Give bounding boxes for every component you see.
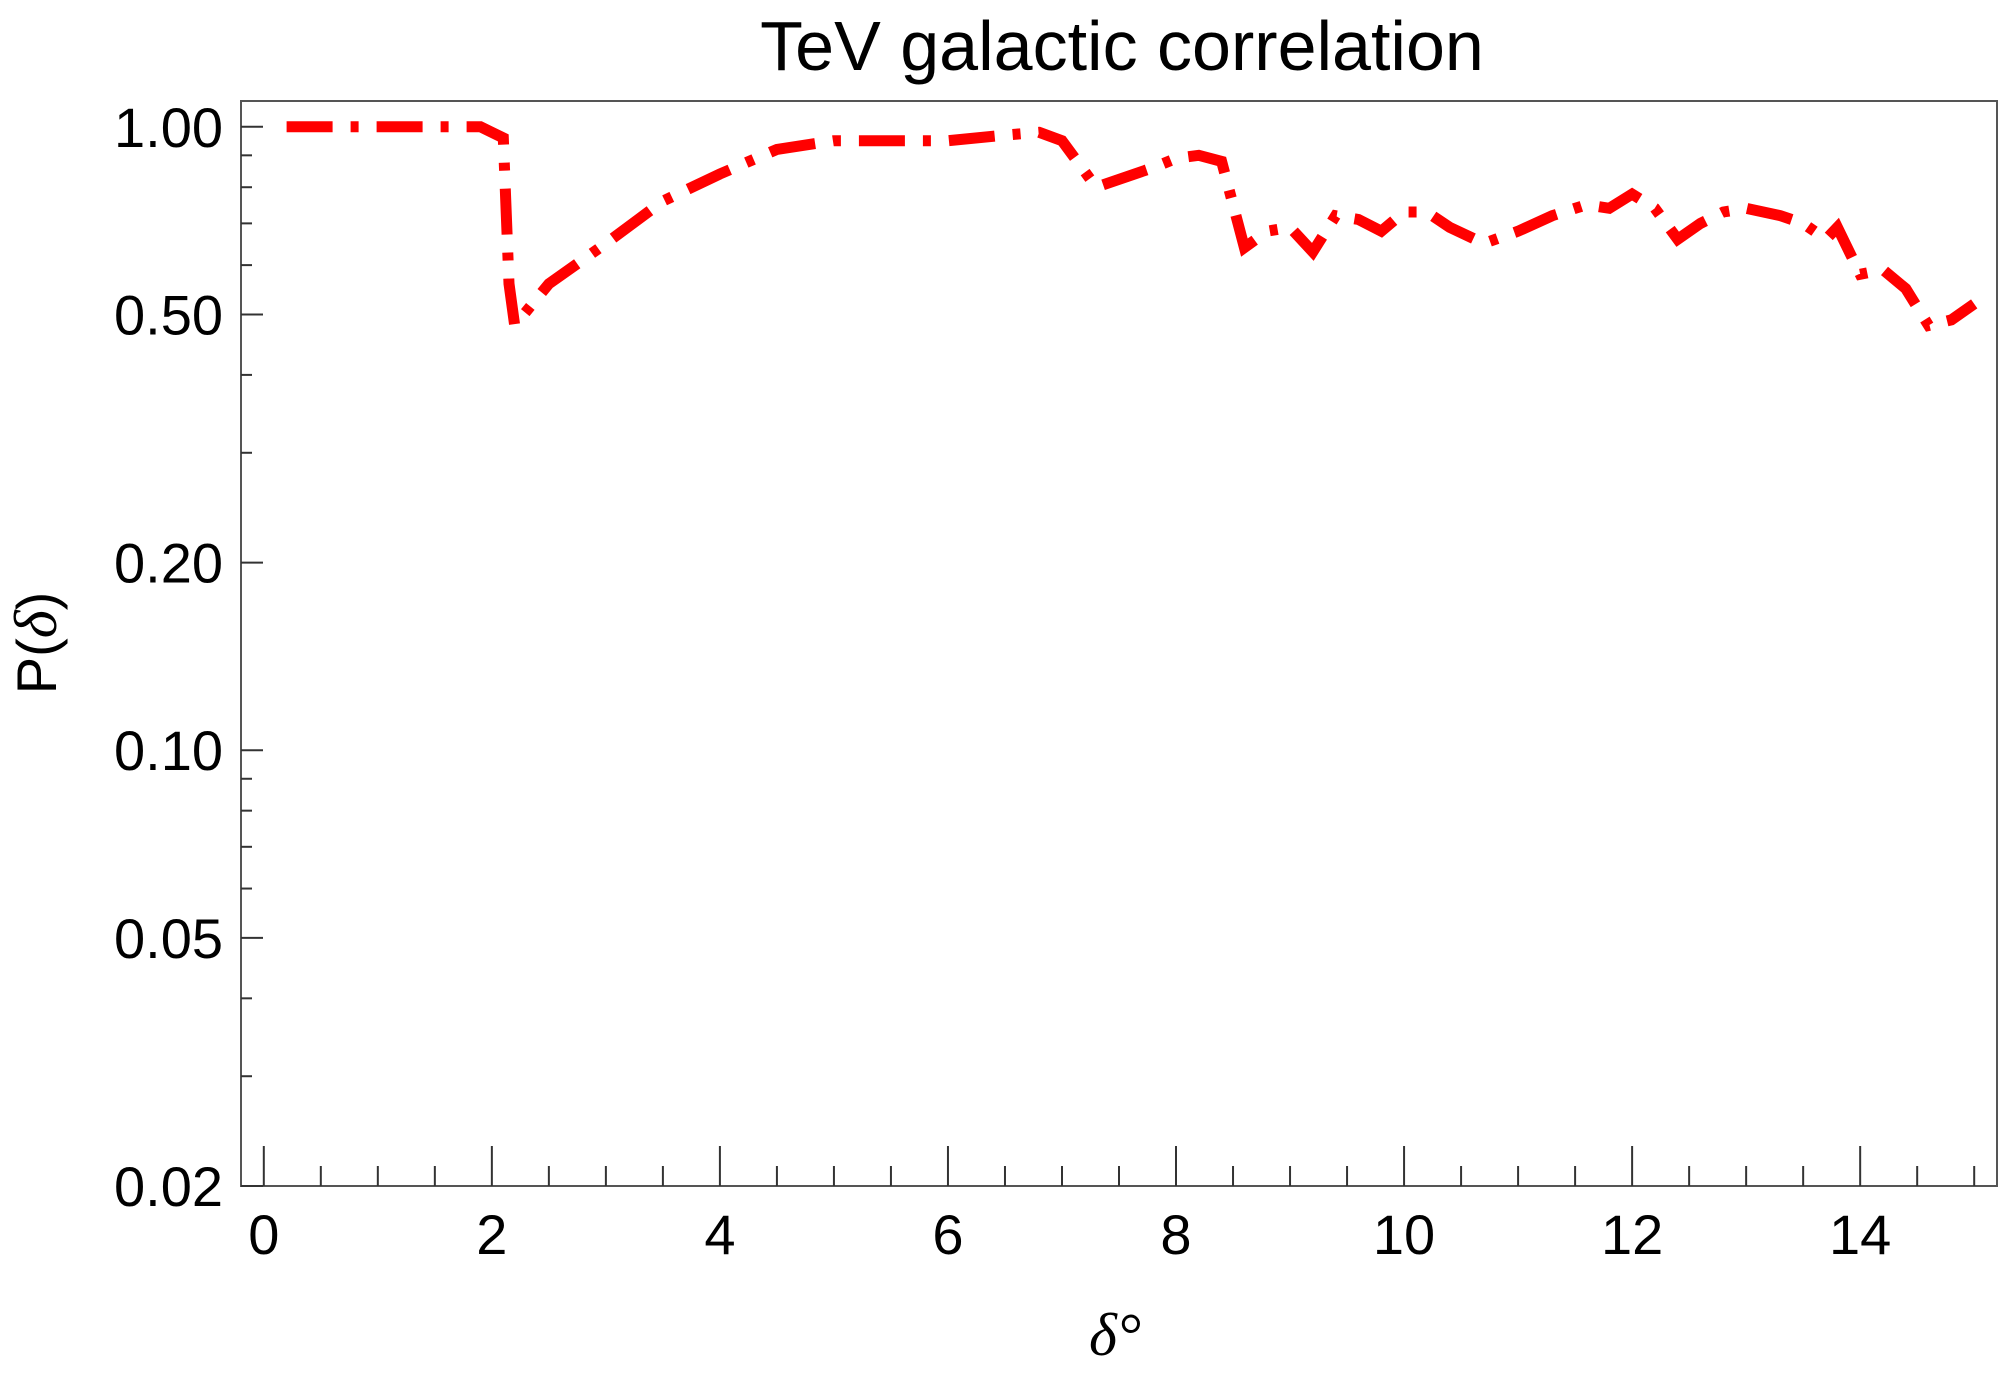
x-axis-label: δ°	[1089, 1302, 1141, 1368]
x-tick-label: 2	[476, 1203, 507, 1266]
x-tick-label: 6	[932, 1203, 963, 1266]
y-tick-label: 0.10	[114, 719, 223, 782]
x-axis-ticks: 0 2 4 6 8 10 12 14	[248, 1146, 1976, 1266]
x-tick-label: 12	[1601, 1203, 1663, 1266]
y-axis-label-prefix: P(	[5, 638, 68, 694]
y-tick-label: 0.05	[114, 907, 223, 970]
y-axis-label-suffix: )	[5, 592, 68, 611]
y-tick-label: 0.50	[114, 283, 223, 346]
chart-title: TeV galactic correlation	[760, 7, 1484, 85]
x-tick-label: 14	[1829, 1203, 1891, 1266]
x-tick-label: 0	[248, 1203, 279, 1266]
y-axis-label: P(δ)	[3, 592, 69, 695]
y-tick-label: 0.02	[114, 1155, 223, 1218]
y-axis-label-symbol: δ	[3, 609, 69, 638]
x-tick-label: 8	[1160, 1203, 1191, 1266]
plot-frame	[240, 100, 1998, 1187]
y-tick-label: 1.00	[114, 96, 223, 159]
series-layer	[286, 121, 1978, 339]
x-tick-label: 4	[704, 1203, 735, 1266]
series-line	[286, 121, 1978, 339]
y-axis-ticks: 1.00 0.50 0.20 0.10 0.05 0.02	[114, 96, 263, 1218]
y-tick-label: 0.20	[114, 532, 223, 595]
x-tick-label: 10	[1373, 1203, 1435, 1266]
